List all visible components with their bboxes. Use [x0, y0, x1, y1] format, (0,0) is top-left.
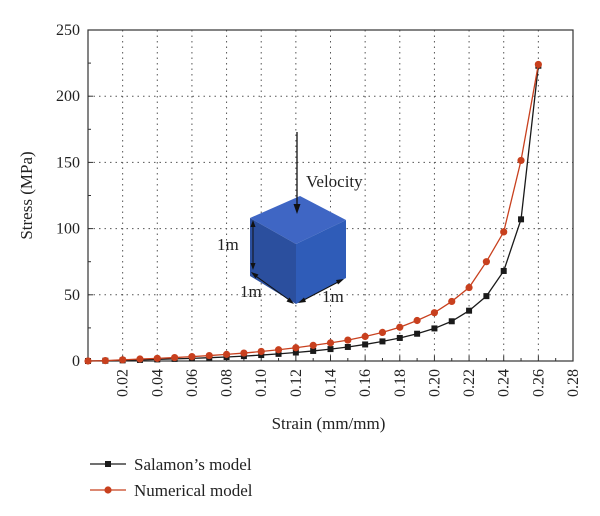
- dimension-height-arrow: [250, 220, 256, 270]
- data-point: [448, 318, 455, 325]
- x-tick-label: 0.12: [288, 369, 305, 397]
- data-point: [500, 228, 508, 236]
- data-point: [292, 344, 300, 352]
- data-point: [205, 351, 213, 360]
- data-point: [257, 347, 265, 356]
- cube-illustration: [250, 196, 346, 304]
- data-point: [362, 341, 369, 348]
- data-point: [119, 356, 127, 364]
- x-tick-label: 0.04: [149, 369, 166, 397]
- data-point: [171, 353, 179, 362]
- data-point: [327, 346, 334, 353]
- data-point: [188, 353, 196, 361]
- data-point: [309, 341, 317, 349]
- y-tick-label: 50: [64, 287, 80, 304]
- series-layer: [84, 60, 542, 365]
- data-point: [396, 323, 404, 331]
- tick-layer: 0.02 0.04 0.06 0.08 0.10 0.12 0.14 0.16 0.18 0.20…: [56, 22, 582, 397]
- dimension-width-arrow: [298, 279, 344, 303]
- data-point: [448, 297, 456, 306]
- x-tick-label: 0.20: [426, 369, 443, 397]
- data-point: [483, 293, 490, 300]
- data-point: [466, 307, 473, 314]
- x-tick-label: 0.06: [184, 369, 201, 397]
- x-tick-label: 0.10: [253, 369, 270, 397]
- data-point: [414, 330, 421, 337]
- data-point: [379, 338, 386, 345]
- y-tick-label: 100: [56, 221, 80, 238]
- data-point: [84, 357, 92, 365]
- x-tick-label: 0.24: [496, 369, 513, 397]
- data-point: [153, 354, 161, 362]
- data-point: [430, 309, 439, 317]
- cube-width-label: 1m: [322, 287, 344, 306]
- x-axis-title: Strain (mm/mm): [272, 414, 386, 433]
- series-numerical: [84, 60, 542, 365]
- grid-layer: [88, 30, 573, 361]
- y-tick-label: 250: [56, 22, 80, 39]
- data-point: [518, 216, 525, 223]
- x-tick-label: 0.26: [530, 369, 547, 397]
- data-point: [274, 346, 283, 354]
- cube-left-face: [250, 218, 296, 304]
- data-point: [465, 283, 473, 292]
- velocity-label: Velocity: [306, 172, 363, 191]
- data-point: [292, 349, 299, 356]
- cube-right-face: [296, 220, 346, 304]
- data-point: [431, 325, 438, 332]
- y-tick-label: 150: [56, 154, 80, 171]
- dimension-depth-arrow: [251, 272, 294, 304]
- data-point: [396, 334, 403, 341]
- x-tick-label: 0.16: [357, 369, 374, 397]
- legend-label: Salamon’s model: [134, 455, 252, 474]
- x-tick-label: 0.14: [323, 369, 340, 397]
- velocity-arrow: [293, 132, 301, 214]
- data-point: [275, 350, 282, 357]
- x-tick-label: 0.28: [565, 369, 582, 397]
- data-point: [136, 355, 144, 363]
- data-point: [326, 339, 335, 347]
- data-point: [500, 267, 507, 274]
- data-point: [310, 347, 317, 354]
- legend-item: Numerical model: [90, 481, 253, 500]
- cube-top-face: [250, 196, 346, 244]
- x-tick-label: 0.18: [392, 369, 409, 397]
- legend-label: Numerical model: [134, 481, 253, 500]
- y-tick-label: 0: [72, 353, 80, 370]
- data-point: [413, 316, 421, 325]
- data-point: [222, 350, 231, 358]
- cube-height-label: 1m: [217, 235, 239, 254]
- data-point: [344, 343, 351, 350]
- x-tick-label: 0.08: [219, 369, 236, 397]
- data-point: [240, 349, 248, 357]
- data-point: [378, 328, 387, 337]
- legend-item: Salamon’s model: [90, 455, 252, 474]
- data-point: [361, 332, 369, 341]
- cube-depth-label: 1m: [240, 282, 262, 301]
- legend-marker: [105, 461, 111, 467]
- y-axis-title: Stress (MPa): [17, 151, 36, 239]
- y-tick-label: 200: [56, 88, 80, 105]
- x-tick-label: 0.22: [461, 369, 478, 397]
- data-point: [101, 357, 109, 365]
- legend: Salamon’s model Numerical model: [90, 455, 253, 500]
- x-tick-label: 0.02: [115, 369, 132, 397]
- data-point: [344, 336, 352, 344]
- data-point: [482, 258, 490, 266]
- data-point: [517, 156, 525, 165]
- data-point: [534, 60, 542, 69]
- legend-marker: [104, 486, 112, 494]
